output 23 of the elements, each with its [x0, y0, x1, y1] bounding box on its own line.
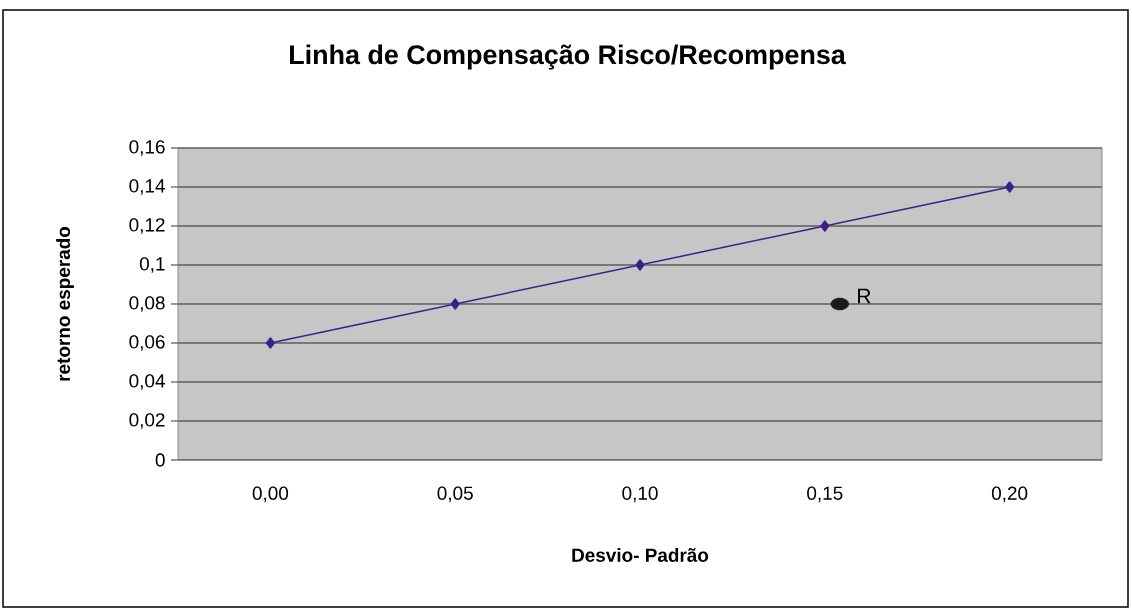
series-label: R: [858, 288, 871, 304]
y-axis-title: retorno esperado: [56, 226, 74, 381]
point: [1005, 181, 1015, 193]
y-tick-label: 0,08: [129, 296, 165, 312]
point: [635, 259, 645, 271]
x-tick-label: 0,00: [252, 486, 289, 503]
y-tick-label: 0,04: [129, 374, 165, 390]
chart-title: Linha de Compensação Risco/Recompensa: [290, 44, 846, 70]
y-tick-label: 0,1: [139, 257, 165, 273]
y-tick-label: 0,02: [129, 413, 165, 429]
x-axis-title: Desvio- Padrão: [572, 548, 709, 562]
point: [820, 220, 830, 232]
y-tick-label: 0,14: [129, 179, 165, 195]
x-tick-label: 0,05: [437, 486, 473, 503]
x-tick-label: 0,15: [807, 486, 843, 503]
y-tick-label: 0: [155, 453, 165, 467]
y-tick-label: 0,16: [129, 140, 165, 156]
y-tick-label: 0,12: [129, 218, 165, 234]
x-tick-label: 0,10: [622, 486, 658, 503]
y-tick-label: 0,06: [129, 335, 165, 351]
point: [450, 298, 460, 310]
x-tick-label: 0,20: [991, 486, 1028, 503]
point: [265, 337, 275, 349]
